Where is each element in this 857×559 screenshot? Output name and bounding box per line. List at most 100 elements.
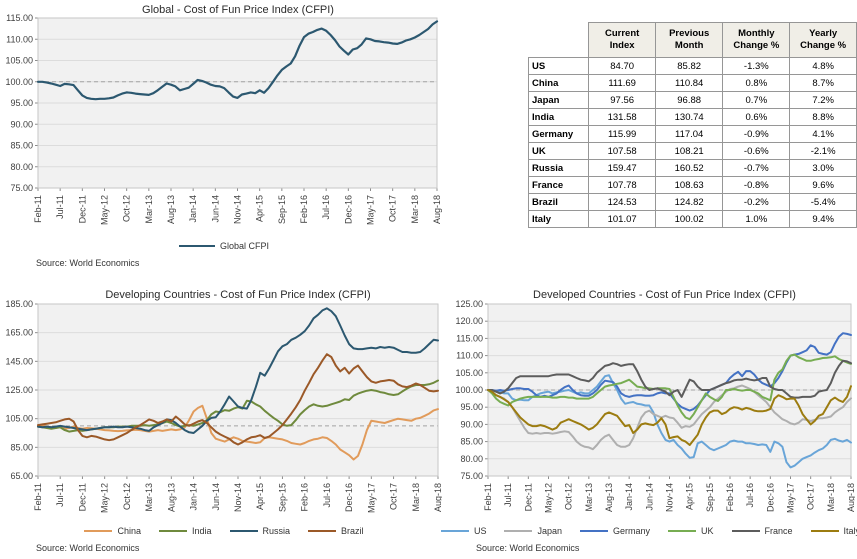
column-header: Previous Month	[654, 22, 724, 58]
legend-line-swatch	[810, 530, 839, 532]
y-tick-label: 105.00	[6, 414, 33, 424]
corner-cell	[529, 23, 589, 58]
series-line-global-cfpi	[36, 20, 439, 101]
y-tick-label: 105.00	[455, 368, 483, 378]
global-cfpi-chart: 75.00 80.00 85.00 90.00 95.00 100.00 105.00 110…	[6, 3, 442, 275]
x-tick-label: Jun-14	[210, 195, 220, 223]
table-row: Brazil 124.53 124.82 -0.2% -5.4%	[527, 193, 857, 211]
value-cell: 9.4%	[789, 210, 857, 228]
x-tick-label: Nov-14	[665, 483, 675, 512]
country-cell: Japan	[527, 91, 590, 109]
value-cell: 108.21	[654, 142, 724, 160]
x-tick-label: Dec-16	[343, 195, 353, 224]
legend-line-swatch	[504, 530, 533, 532]
x-tick-label: Aug-18	[433, 483, 442, 512]
table-row: UK 107.58 108.21 -0.6% -2.1%	[527, 142, 857, 160]
x-tick-label: Sep-15	[705, 483, 715, 512]
x-tick-label: Jun-14	[211, 483, 221, 511]
x-tick-label: Mar-18	[826, 483, 836, 512]
table-header-row: Current Index Previous Month Monthly Chang…	[529, 22, 857, 58]
x-tick-label: Apr-15	[685, 483, 695, 510]
value-cell: 108.63	[654, 176, 724, 194]
legend-line-swatch	[580, 530, 608, 532]
y-tick-label: 80.00	[10, 162, 33, 172]
table-header: Current Index Previous Month Monthly Chang…	[529, 22, 857, 58]
y-tick-label: 185.00	[6, 299, 33, 309]
country-cell: China	[527, 74, 590, 92]
table-row: France 107.78 108.63 -0.8% 9.6%	[527, 176, 857, 194]
table-body: US 84.70 85.82 -1.3% 4.8% China 111.69 110.84 0.…	[527, 57, 857, 228]
x-tick-label: Jan-14	[189, 483, 199, 511]
x-tick-label: Nov-14	[233, 483, 243, 512]
series-line-uk	[487, 353, 852, 421]
legend-item-india: India	[158, 526, 212, 536]
column-header: Monthly Change %	[722, 22, 791, 58]
y-tick-label: 105.00	[6, 56, 33, 66]
y-tick-label: 85.00	[10, 442, 33, 452]
y-tick-label: 90.00	[10, 119, 33, 129]
x-tick-label: Jan-14	[624, 483, 634, 511]
x-tick-label: Oct-17	[806, 483, 816, 510]
value-cell: 130.74	[654, 108, 724, 126]
value-cell: 159.47	[588, 159, 656, 177]
value-cell: 8.7%	[789, 74, 857, 92]
y-tick-label: 75.00	[460, 471, 483, 481]
y-tick-label: 115.00	[6, 13, 33, 23]
x-tick-label: Apr-15	[255, 195, 265, 222]
legend-item-germany: Germany	[580, 526, 650, 536]
table-row: Italy 101.07 100.02 1.0% 9.4%	[527, 210, 857, 228]
series-line-brazil	[37, 353, 439, 446]
country-cell: France	[527, 176, 590, 194]
value-cell: 100.02	[654, 210, 724, 228]
legend-item-france: France	[731, 526, 793, 536]
table-row: India 131.58 130.74 0.6% 8.8%	[527, 108, 857, 126]
legend-line-swatch	[84, 530, 113, 532]
series-line-japan	[487, 384, 852, 451]
value-cell: 115.99	[588, 125, 656, 143]
plot-border	[37, 17, 438, 189]
x-tick-label: Jan-14	[188, 195, 198, 223]
developing-chart-plot: 65.00 85.00 105.00 125.00 145.00 165.00 185.00…	[6, 299, 442, 513]
legend-item-japan: Japan	[504, 526, 562, 536]
value-cell: 4.8%	[789, 57, 857, 75]
value-cell: 9.6%	[789, 176, 857, 194]
value-cell: -5.4%	[789, 193, 857, 211]
value-cell: 131.58	[588, 108, 656, 126]
legend-label: India	[191, 526, 212, 536]
legend-label: Japan	[537, 526, 562, 536]
y-tick-label: 85.00	[10, 141, 33, 151]
legend-label: Global CFPI	[219, 241, 270, 251]
y-tick-label: 120.00	[455, 316, 483, 326]
series-line-italy	[487, 385, 852, 446]
value-cell: 96.88	[654, 91, 724, 109]
value-cell: 117.04	[654, 125, 724, 143]
y-tick-label: 115.00	[456, 333, 483, 343]
series-line-russia	[37, 307, 439, 434]
series-line-france	[487, 359, 852, 399]
value-cell: -0.8%	[722, 176, 791, 194]
x-tick-label: Aug-18	[846, 483, 855, 512]
table-row: China 111.69 110.84 0.8% 8.7%	[527, 74, 857, 92]
legend-line-swatch	[158, 530, 187, 532]
x-tick-label: Dec-16	[765, 483, 775, 512]
developing-chart-title: Developing Countries - Cost of Fun Price…	[105, 289, 371, 301]
table-row: Germany 115.99 117.04 -0.9% 4.1%	[527, 125, 857, 143]
x-tick-label: Mar-13	[144, 195, 154, 224]
x-tick-label: Mar-13	[144, 483, 154, 512]
legend-item-italy: Italy	[810, 526, 857, 536]
value-cell: 0.6%	[722, 108, 791, 126]
y-tick-label: 85.00	[460, 437, 483, 447]
x-tick-label: Jul-11	[503, 483, 513, 507]
legend-item-brazil: Brazil	[308, 526, 364, 536]
y-tick-label: 110.00	[456, 351, 483, 361]
value-cell: -0.2%	[722, 193, 791, 211]
value-cell: -0.9%	[722, 125, 791, 143]
x-tick-label: Mar-18	[411, 483, 421, 512]
legend-line-swatch	[308, 530, 337, 532]
global-chart-legend: Global CFPI	[6, 241, 442, 251]
y-tick-label: 145.00	[6, 356, 33, 366]
value-cell: -0.6%	[722, 142, 791, 160]
x-tick-label: Aug-13	[604, 483, 614, 512]
x-tick-label: Dec-11	[77, 195, 87, 223]
x-tick-label: Dec-11	[77, 483, 87, 511]
